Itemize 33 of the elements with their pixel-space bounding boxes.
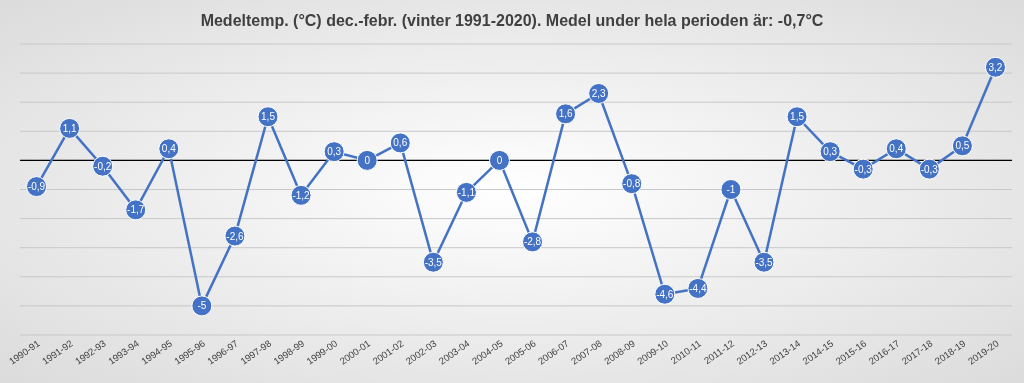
- data-label: -3,5: [755, 256, 774, 268]
- data-label: 0,3: [823, 146, 838, 158]
- point: [488, 149, 510, 171]
- data-label: 1,5: [790, 111, 805, 123]
- data-label: 0,5: [955, 140, 970, 152]
- data-label: -4,4: [689, 282, 707, 294]
- data-label: 2,3: [591, 87, 607, 99]
- data-label: 1,6: [558, 108, 573, 120]
- data-label: -0,8: [623, 178, 641, 190]
- data-label: 1,1: [62, 122, 77, 134]
- data-label: -1,7: [127, 204, 145, 216]
- data-label: -1,1: [457, 186, 476, 198]
- data-label: 0: [496, 154, 503, 166]
- data-label: 3,2: [988, 61, 1003, 73]
- chart-title: Medeltemp. (°C) dec.-febr. (vinter 1991-2020). Medel under hela perioden är: -0,7°C: [200, 12, 824, 29]
- data-label: -0,3: [854, 163, 873, 175]
- data-label: -1: [726, 184, 736, 195]
- data-label: -3,5: [424, 256, 443, 268]
- data-label: -1,2: [292, 189, 311, 201]
- data-label: -2,6: [226, 230, 244, 242]
- data-label: -5: [197, 300, 207, 312]
- data-label: -0,3: [920, 163, 939, 175]
- data-label: -0,9: [27, 181, 46, 193]
- data-label: 0,4: [161, 143, 177, 155]
- data-label: 1,5: [261, 111, 276, 123]
- data-label: 0: [364, 154, 371, 166]
- data-label: -2,8: [523, 236, 542, 248]
- point: [356, 149, 378, 171]
- data-label: -0,2: [94, 160, 112, 172]
- data-label: 0,6: [393, 137, 408, 149]
- data-label: -4,6: [656, 288, 674, 300]
- data-label: 0,4: [889, 143, 904, 155]
- data-label: 0,3: [327, 146, 342, 158]
